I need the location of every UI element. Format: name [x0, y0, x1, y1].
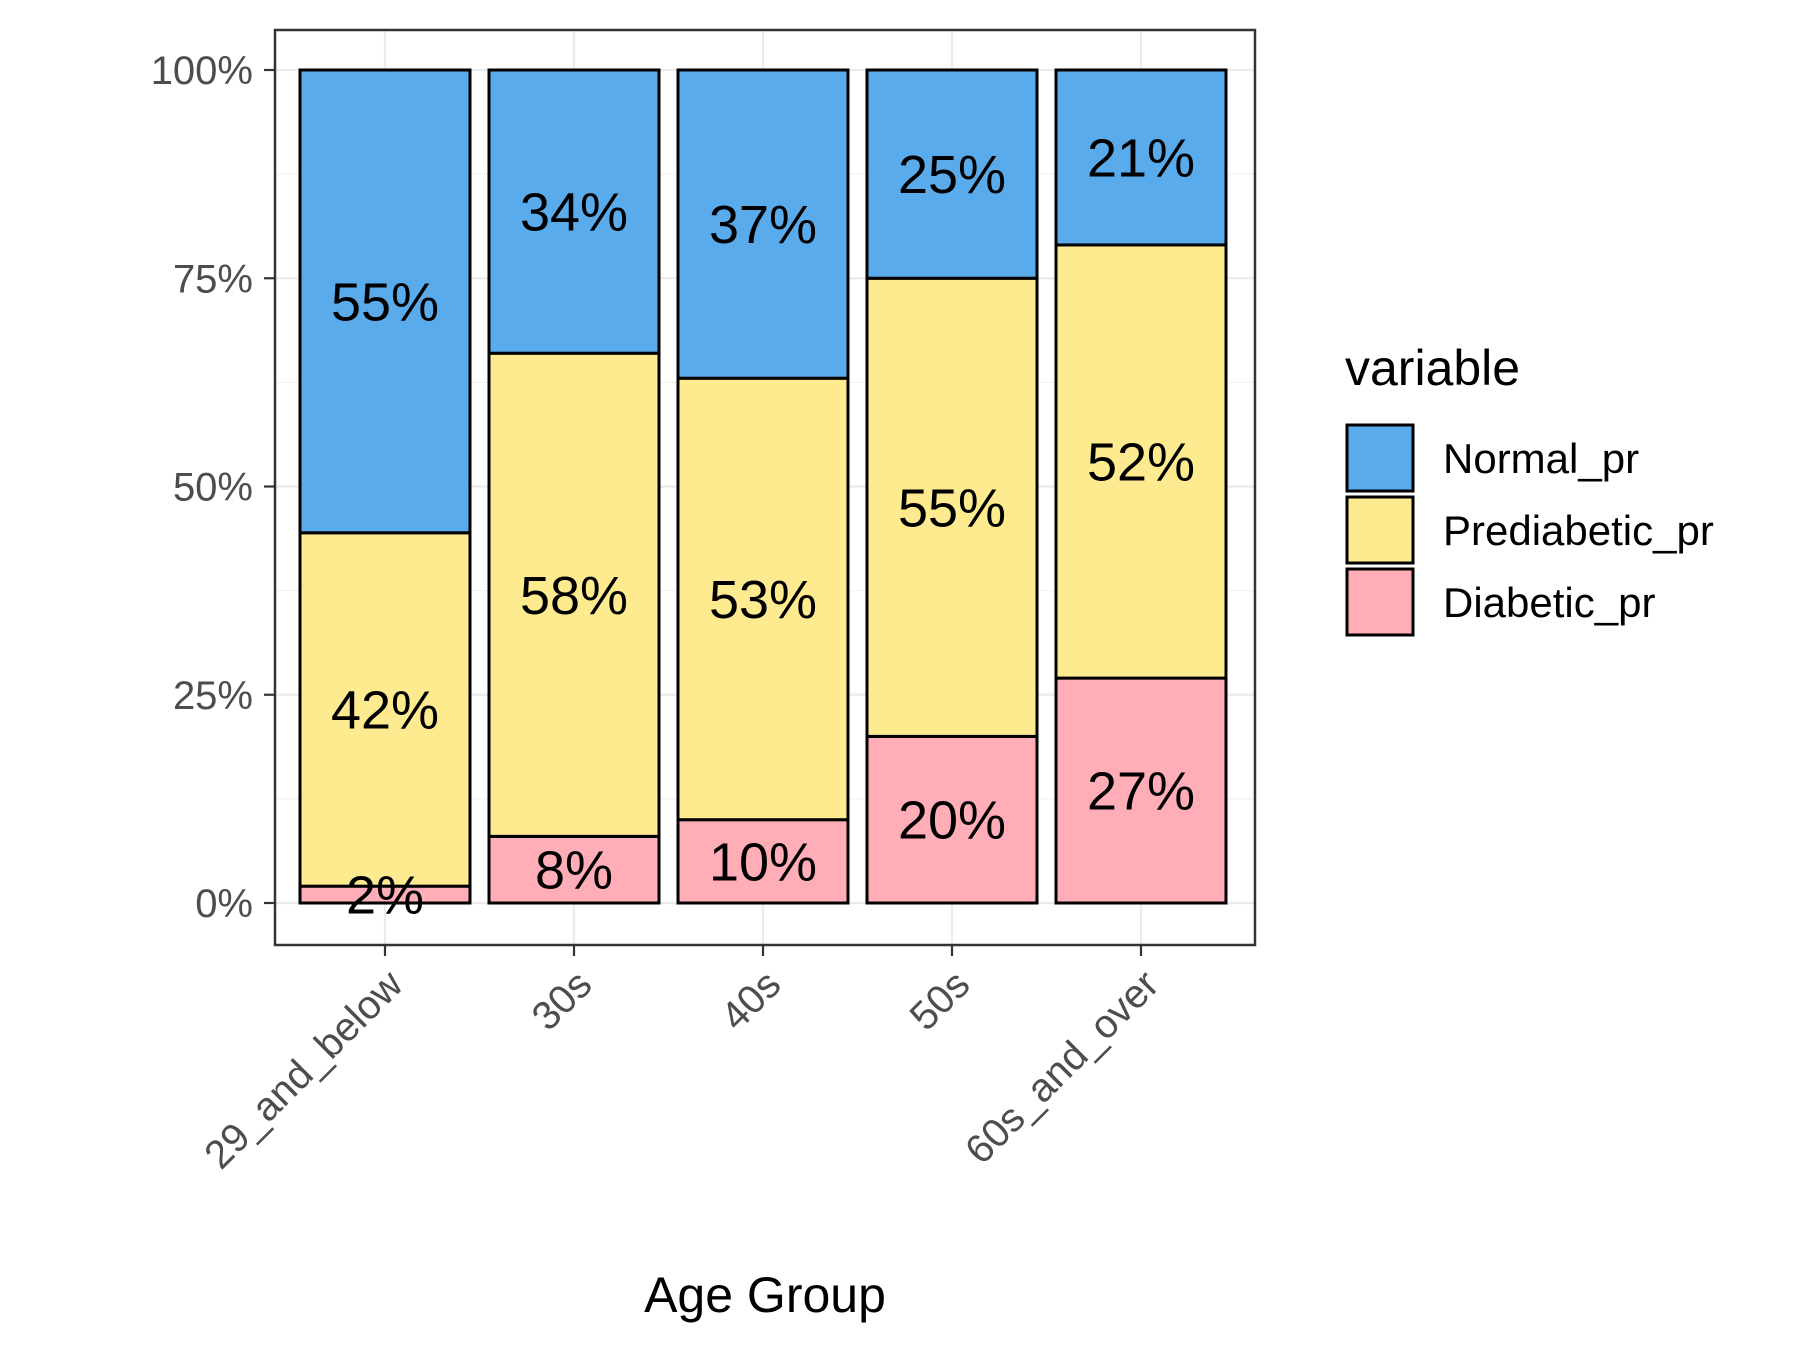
legend: variable Normal_pr Prediabetic_pr Diabetic… — [1345, 340, 1714, 637]
data-label: 21% — [1087, 128, 1195, 188]
data-label: 10% — [709, 832, 817, 892]
legend-label: Prediabetic_pr — [1443, 507, 1714, 554]
y-tick-label: 100% — [151, 49, 253, 93]
y-tick-label: 50% — [173, 466, 253, 510]
legend-title: variable — [1345, 340, 1520, 396]
bar-segment-diabetic-pr — [1054, 676, 1228, 905]
data-label: 8% — [535, 841, 613, 901]
bar-labels: 2% 42% 55% 8% 58% 34% 10% 53% 37% 20% 55% 25% 27% 52%… — [331, 128, 1195, 925]
y-axis: 0% 25% 50% 75% 100% — [151, 49, 275, 926]
bar-segment-normal-pr — [865, 68, 1039, 280]
data-label: 55% — [898, 478, 1006, 538]
legend-key-diabetic-pr — [1345, 567, 1415, 637]
data-label: 34% — [520, 183, 628, 243]
data-label: 58% — [520, 566, 628, 626]
x-tick-label: 60s_and_over — [957, 962, 1167, 1172]
data-label: 27% — [1087, 762, 1195, 822]
bar-segment-prediabetic-pr — [298, 531, 472, 888]
legend-label: Diabetic_pr — [1443, 579, 1655, 626]
bar-segment-diabetic-pr — [865, 734, 1039, 905]
data-label: 2% — [346, 866, 424, 926]
x-tick-label: 50s — [902, 962, 979, 1039]
data-label: 20% — [898, 791, 1006, 851]
legend-key-prediabetic-pr — [1345, 495, 1415, 565]
data-label: 53% — [709, 570, 817, 630]
bars — [298, 68, 1228, 905]
legend-label: Normal_pr — [1443, 435, 1639, 482]
bar-segment-normal-pr — [1054, 68, 1228, 247]
bar-segment-normal-pr — [298, 68, 472, 535]
bar-segment-diabetic-pr — [676, 818, 850, 905]
x-axis-title: Age Group — [644, 1267, 886, 1323]
data-label: 25% — [898, 145, 1006, 205]
y-tick-label: 0% — [195, 882, 253, 926]
x-tick-label: 40s — [713, 962, 790, 1039]
legend-key-normal-pr — [1345, 423, 1415, 493]
x-tick-label: 30s — [524, 962, 601, 1039]
data-label: 37% — [709, 195, 817, 255]
bar-segment-prediabetic-pr — [865, 276, 1039, 738]
bar-segment-prediabetic-pr — [487, 351, 661, 838]
y-tick-label: 75% — [173, 257, 253, 301]
bar-segment-prediabetic-pr — [1054, 243, 1228, 680]
data-label: 52% — [1087, 433, 1195, 493]
y-tick-label: 25% — [173, 674, 253, 718]
bar-segment-normal-pr — [487, 68, 661, 355]
bar-segment-normal-pr — [676, 68, 850, 380]
data-label: 55% — [331, 272, 439, 332]
x-tick-label: 29_and_below — [196, 962, 411, 1177]
data-label: 42% — [331, 680, 439, 740]
